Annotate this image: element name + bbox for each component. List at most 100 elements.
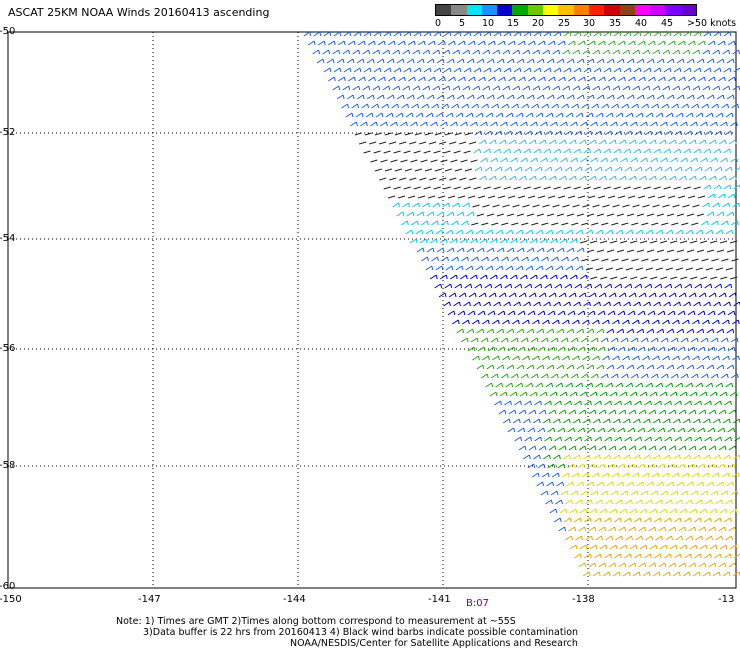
wind-barb	[399, 141, 407, 145]
wind-barb	[717, 40, 726, 46]
wind-barb	[456, 94, 465, 100]
wind-barb	[316, 58, 325, 64]
wind-barb	[502, 418, 511, 424]
wind-barb	[533, 67, 542, 73]
wind-barb	[627, 195, 636, 199]
wind-barb	[573, 148, 582, 154]
wind-barb	[733, 301, 740, 307]
wind-barb	[406, 211, 415, 217]
wind-barb	[678, 76, 686, 82]
wind-barb	[538, 139, 547, 145]
wind-barb	[531, 222, 539, 226]
wind-barb	[677, 195, 686, 199]
wind-barb	[687, 40, 696, 46]
wind-barb	[576, 213, 585, 217]
wind-barb	[482, 355, 490, 361]
wind-barb	[464, 168, 473, 172]
wind-barb	[495, 229, 504, 235]
wind-barb	[596, 481, 605, 487]
wind-barb	[453, 150, 461, 154]
wind-barb	[709, 508, 718, 514]
wind-barb	[422, 85, 431, 91]
wind-barb	[619, 391, 628, 397]
wind-barb	[520, 337, 529, 343]
wind-barb	[652, 85, 661, 91]
wind-barb	[690, 373, 699, 379]
wind-barb	[724, 436, 733, 442]
wind-barb	[457, 310, 466, 316]
wind-barb	[446, 211, 455, 217]
wind-barb	[640, 276, 648, 280]
wind-barb	[655, 535, 663, 541]
wind-barb	[433, 67, 442, 73]
wind-barb	[694, 436, 703, 442]
wind-barb	[443, 67, 452, 73]
wind-barb	[622, 49, 631, 55]
wind-barb	[649, 544, 658, 550]
wind-barb	[715, 499, 723, 505]
wind-barb	[684, 553, 692, 559]
wind-barb	[455, 265, 464, 271]
wind-barb	[561, 222, 569, 226]
wind-barb	[435, 112, 444, 118]
wind-barb	[519, 274, 528, 280]
wind-barb	[700, 490, 709, 496]
wind-barb	[711, 220, 719, 226]
wind-barb	[629, 240, 638, 244]
wind-barb	[709, 175, 717, 181]
wind-barb	[728, 409, 737, 415]
wind-barb	[655, 112, 664, 118]
wind-barb	[691, 222, 699, 226]
wind-barb	[663, 301, 671, 307]
wind-barb	[433, 186, 441, 190]
wind-barb	[473, 186, 481, 190]
wind-barb	[573, 186, 581, 190]
wind-barb	[593, 67, 602, 73]
wind-barb	[530, 121, 538, 127]
wind-barb	[688, 292, 697, 298]
wind-barb	[652, 204, 660, 208]
wind-barb	[459, 274, 468, 280]
wind-barb	[688, 562, 697, 568]
wind-barb	[517, 346, 526, 352]
wind-barb	[576, 94, 585, 100]
wind-barb	[581, 103, 590, 109]
wind-barb	[605, 499, 613, 505]
wind-barb	[609, 391, 618, 397]
wind-barb	[626, 328, 635, 334]
wind-barb	[483, 148, 492, 154]
wind-barb	[699, 175, 707, 181]
wind-barb	[653, 517, 662, 523]
wind-barb	[618, 445, 627, 451]
wind-barb	[594, 166, 603, 172]
wind-barb	[436, 247, 445, 253]
wind-barb	[664, 166, 673, 172]
wind-barb	[731, 258, 739, 262]
wind-barb	[486, 328, 495, 334]
wind-barb	[668, 139, 677, 145]
wind-barb	[592, 355, 600, 361]
wind-barb	[711, 472, 720, 478]
wind-barb	[589, 544, 598, 550]
wind-barb	[435, 229, 444, 235]
wind-barb	[733, 184, 740, 190]
wind-barb	[682, 49, 691, 55]
wind-barb	[565, 499, 573, 505]
wind-barb	[457, 195, 466, 199]
wind-barb	[393, 67, 402, 73]
wind-barb	[695, 229, 704, 235]
wind-barb	[723, 454, 731, 460]
wind-barb	[481, 319, 490, 325]
wind-barb	[615, 499, 623, 505]
wind-barb	[663, 148, 672, 154]
wind-barb	[685, 499, 693, 505]
wind-barb	[646, 249, 655, 253]
wind-barb	[645, 267, 653, 271]
wind-barb	[493, 148, 502, 154]
wind-barb	[590, 337, 599, 343]
wind-barb	[581, 472, 590, 478]
wind-barb	[496, 328, 505, 334]
wind-barb	[567, 40, 576, 46]
wind-barb	[670, 490, 679, 496]
legend-label-30: 30	[583, 18, 596, 29]
